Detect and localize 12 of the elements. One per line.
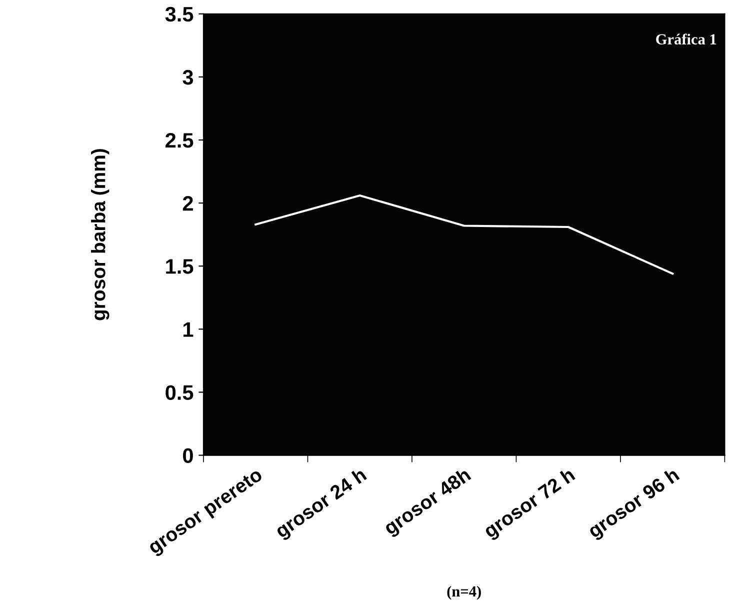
y-tick-label: 3: [182, 70, 194, 85]
y-tick-label: 0.5: [166, 385, 194, 400]
x-axis-title: (n=4): [447, 586, 481, 600]
y-tick-label: 0: [183, 448, 193, 464]
y-axis-title: grosor barba (mm): [91, 149, 110, 320]
y-tick-label: 2.5: [166, 132, 194, 148]
y-tick-label: 1.5: [166, 259, 194, 274]
annotation: Gráfica 1: [656, 34, 716, 44]
y-tick-label: 1: [184, 322, 194, 337]
y-tick-label: 3.5: [165, 6, 194, 22]
y-tick-label: 2: [182, 196, 193, 211]
line-series: [254, 194, 674, 275]
